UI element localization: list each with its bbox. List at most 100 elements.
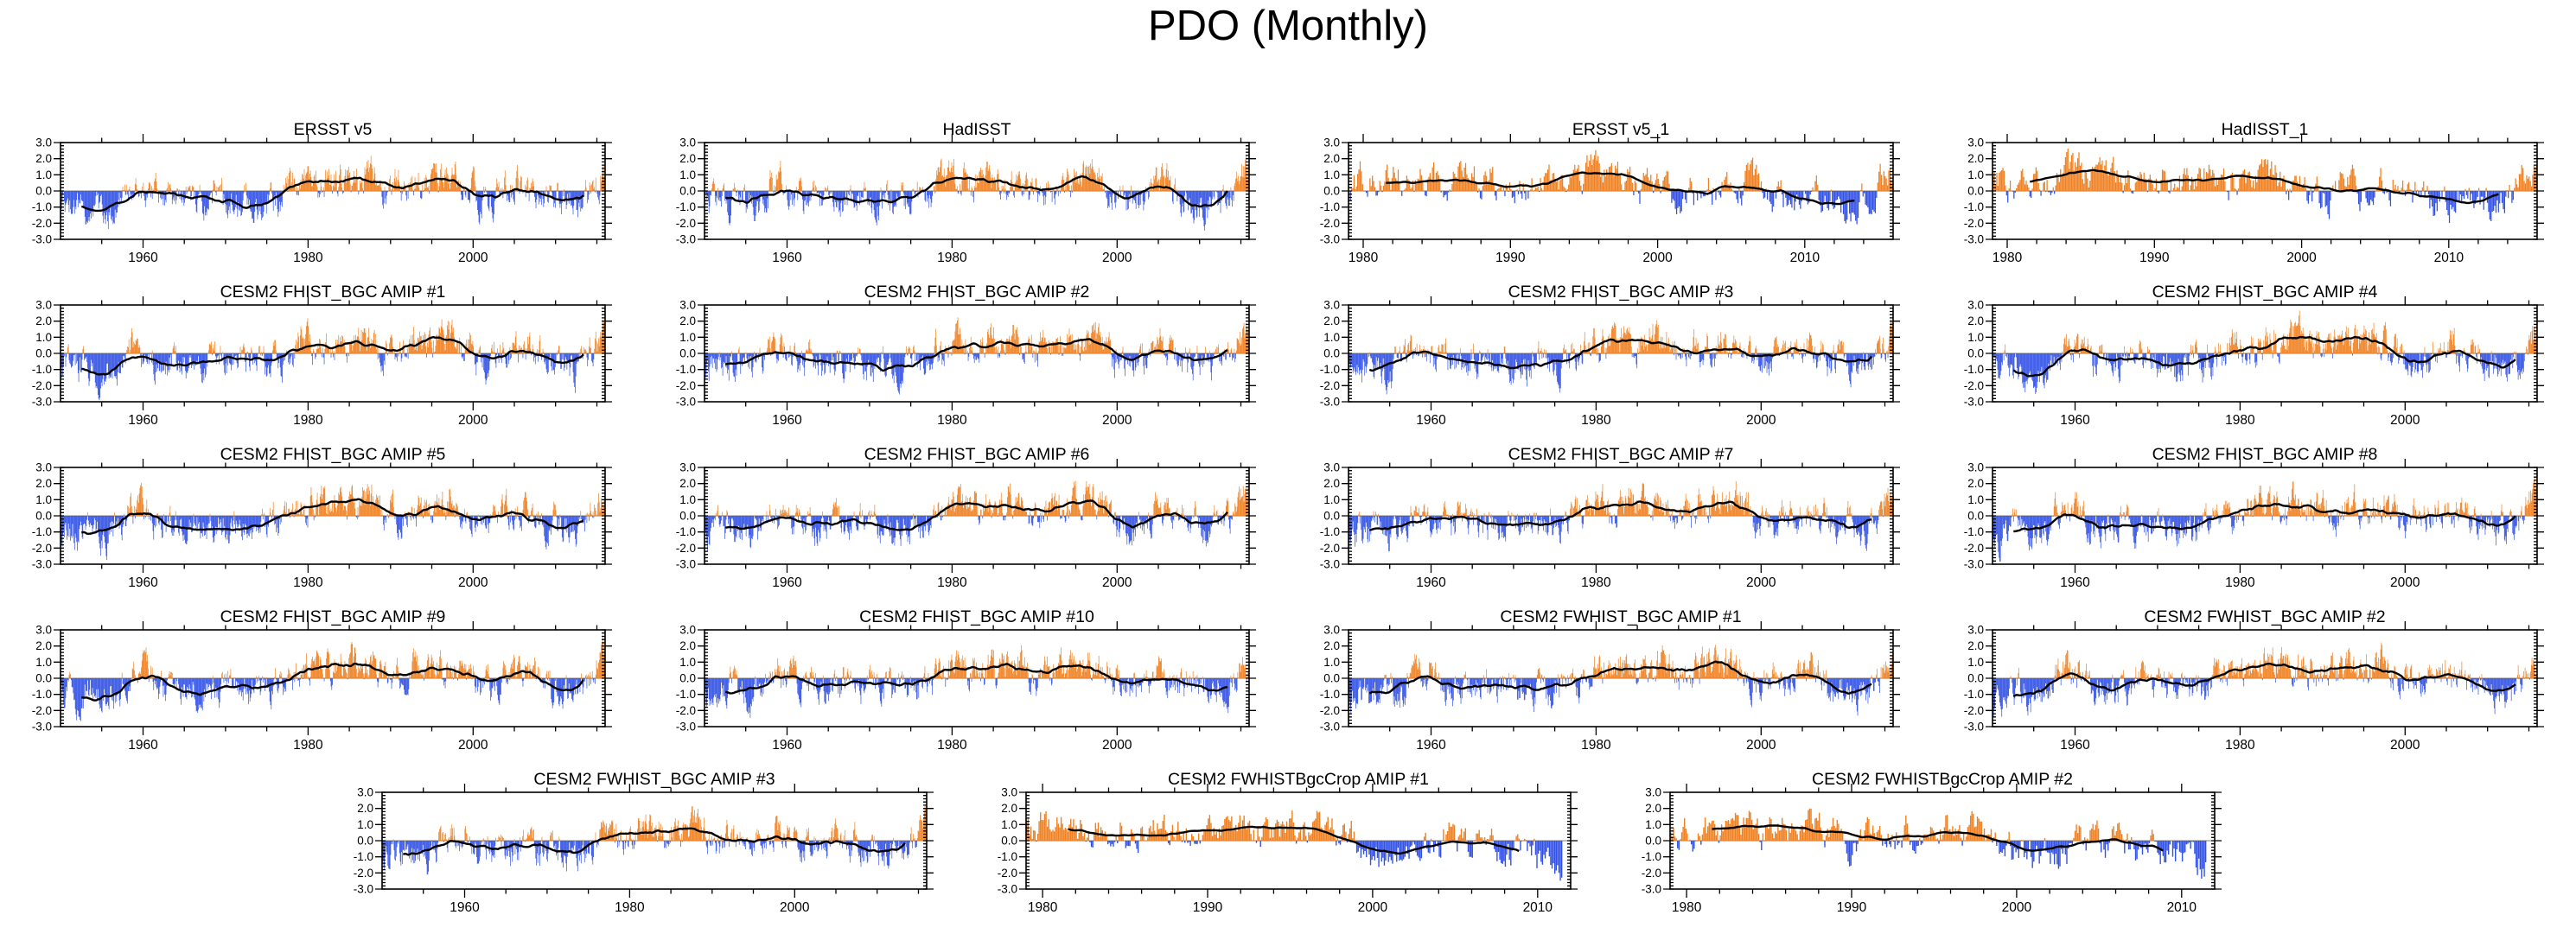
- bars-negative: [1993, 353, 2528, 395]
- y-tick-label: 0.0: [679, 347, 696, 360]
- y-tick-label: -3.0: [354, 883, 373, 896]
- y-tick-label: 2.0: [1323, 639, 1340, 652]
- x-tick-label: 2000: [780, 900, 810, 915]
- x-tick-label: 1960: [2060, 575, 2090, 590]
- x-tick-label: 2000: [2286, 251, 2317, 265]
- panel-title: CESM2 FWHISTBgcCrop AMIP #2: [1812, 770, 2073, 789]
- y-tick-label: -2.0: [676, 217, 696, 230]
- y-tick-label: -2.0: [32, 704, 52, 717]
- bars-negative: [705, 678, 1247, 718]
- y-tick-label: 0.0: [1967, 672, 1984, 685]
- y-tick-label: -2.0: [32, 542, 52, 555]
- panel-cesm2-fwhist-bgc-amip-3: CESM2 FWHIST_BGC AMIP #3 3.0 2.0 1.0 0.0 -1.0…: [354, 770, 934, 915]
- page-title: PDO (Monthly): [1147, 3, 1428, 49]
- tick-marks: [54, 134, 612, 248]
- panel-ersst-v5-1: ERSST v5_1 3.0 2.0 1.0 0.0 -1.0 -2.0 -3.0 1980 19…: [1320, 120, 1900, 265]
- x-tick-label: 1980: [1581, 413, 1611, 428]
- y-tick-label: 1.0: [1967, 168, 1984, 181]
- panel-title: CESM2 FHIST_BGC AMIP #10: [859, 607, 1094, 626]
- y-tick-label: 0.0: [679, 672, 696, 685]
- panel-ersst-v5: ERSST v5 3.0 2.0 1.0 0.0 -1.0 -2.0 -3.0 1960 1980…: [32, 120, 612, 265]
- tick-marks: [698, 621, 1256, 735]
- y-tick-label: 1.0: [35, 493, 52, 506]
- y-tick-label: -3.0: [1964, 721, 1984, 734]
- tick-marks: [1019, 784, 1578, 898]
- x-tick-label: 1990: [2139, 251, 2170, 265]
- y-tick-label: -3.0: [998, 883, 1017, 896]
- y-tick-label: 0.0: [1967, 347, 1984, 360]
- y-tick-label: -2.0: [354, 867, 373, 880]
- y-tick-label: 0.0: [1967, 510, 1984, 523]
- x-tick-label: 1980: [2225, 413, 2255, 428]
- bars-negative: [61, 678, 596, 721]
- tick-marks: [54, 621, 612, 735]
- y-tick-label: -1.0: [998, 850, 1017, 863]
- y-tick-label: -1.0: [1320, 200, 1340, 213]
- tick-marks: [1663, 784, 2222, 898]
- tick-marks: [1342, 296, 1900, 410]
- y-tick-label: 3.0: [35, 137, 52, 149]
- y-tick-label: 2.0: [679, 315, 696, 327]
- smoothed-line: [1368, 338, 1872, 372]
- x-tick-label: 1980: [293, 251, 323, 265]
- bars-positive: [122, 156, 605, 191]
- y-tick-label: -3.0: [1964, 558, 1984, 571]
- panel-cesm2-fhist-bgc-amip-1: CESM2 FHIST_BGC AMIP #1 3.0 2.0 1.0 0.0 -1.0 -…: [32, 283, 612, 428]
- panel-title: CESM2 FWHISTBgcCrop AMIP #1: [1168, 770, 1429, 789]
- x-tick-label: 2000: [2390, 413, 2420, 428]
- y-tick-label: 0.0: [679, 510, 696, 523]
- tick-marks: [1986, 134, 2544, 248]
- y-tick-label: -2.0: [1320, 704, 1340, 717]
- tick-marks: [1986, 621, 2544, 735]
- y-tick-label: 2.0: [1967, 152, 1984, 165]
- y-tick-label: 3.0: [679, 299, 696, 312]
- tick-marks: [1342, 459, 1900, 573]
- x-tick-label: 2000: [1102, 251, 1132, 265]
- y-tick-label: 0.0: [1323, 672, 1340, 685]
- panel-cesm2-fhist-bgc-amip-4: CESM2 FHIST_BGC AMIP #4 3.0 2.0 1.0 0.0 -1.0 -…: [1964, 283, 2544, 428]
- bars-positive: [392, 804, 927, 841]
- x-tick-label: 2000: [1102, 575, 1132, 590]
- x-tick-label: 2010: [2434, 251, 2464, 265]
- panel-hadisst: HadISST 3.0 2.0 1.0 0.0 -1.0 -2.0 -3.0 1960 1980 2…: [676, 120, 1256, 265]
- bars-positive: [1026, 810, 1535, 841]
- smoothed-line: [1712, 824, 2164, 852]
- x-tick-label: 2000: [2390, 738, 2420, 753]
- panel-title: CESM2 FHIST_BGC AMIP #7: [1508, 445, 1734, 464]
- y-tick-label: 1.0: [35, 656, 52, 669]
- panel-cesm2-fhist-bgc-amip-7: CESM2 FHIST_BGC AMIP #7 3.0 2.0 1.0 0.0 -1.0 -…: [1320, 445, 1900, 590]
- smoothed-line: [2012, 662, 2516, 697]
- y-tick-label: 0.0: [1323, 347, 1340, 360]
- smoothed-line: [81, 335, 584, 376]
- bars-negative: [2005, 191, 2514, 223]
- x-tick-label: 1980: [2225, 738, 2255, 753]
- y-tick-label: -3.0: [32, 233, 52, 246]
- x-tick-label: 2000: [1102, 738, 1132, 753]
- x-tick-label: 1960: [450, 900, 480, 915]
- x-tick-label: 1980: [937, 738, 967, 753]
- y-tick-label: -3.0: [676, 396, 696, 409]
- y-tick-label: 3.0: [1323, 299, 1340, 312]
- bars-negative: [1036, 841, 1563, 881]
- y-tick-label: -2.0: [1320, 217, 1340, 230]
- y-tick-label: 1.0: [1645, 818, 1661, 831]
- bars-negative: [1349, 353, 1889, 395]
- x-tick-label: 1980: [1581, 575, 1611, 590]
- smoothed-line: [2030, 168, 2499, 205]
- y-tick-label: 3.0: [1967, 624, 1984, 637]
- x-tick-label: 1980: [937, 413, 967, 428]
- panel-title: CESM2 FHIST_BGC AMIP #2: [864, 283, 1090, 302]
- smoothed-line: [724, 338, 1228, 372]
- y-tick-label: 2.0: [679, 477, 696, 490]
- x-tick-label: 1980: [937, 251, 967, 265]
- y-tick-label: 3.0: [679, 624, 696, 637]
- x-tick-label: 2010: [1790, 251, 1820, 265]
- panel-title: CESM2 FWHIST_BGC AMIP #2: [2144, 607, 2385, 626]
- y-tick-label: 2.0: [679, 152, 696, 165]
- y-tick-label: -2.0: [1964, 217, 1984, 230]
- y-tick-label: 0.0: [1645, 835, 1661, 848]
- panel-cesm2-fhist-bgc-amip-5: CESM2 FHIST_BGC AMIP #5 3.0 2.0 1.0 0.0 -1.0 -…: [32, 445, 612, 590]
- bars-positive: [1349, 149, 1893, 191]
- y-tick-label: 2.0: [1967, 639, 1984, 652]
